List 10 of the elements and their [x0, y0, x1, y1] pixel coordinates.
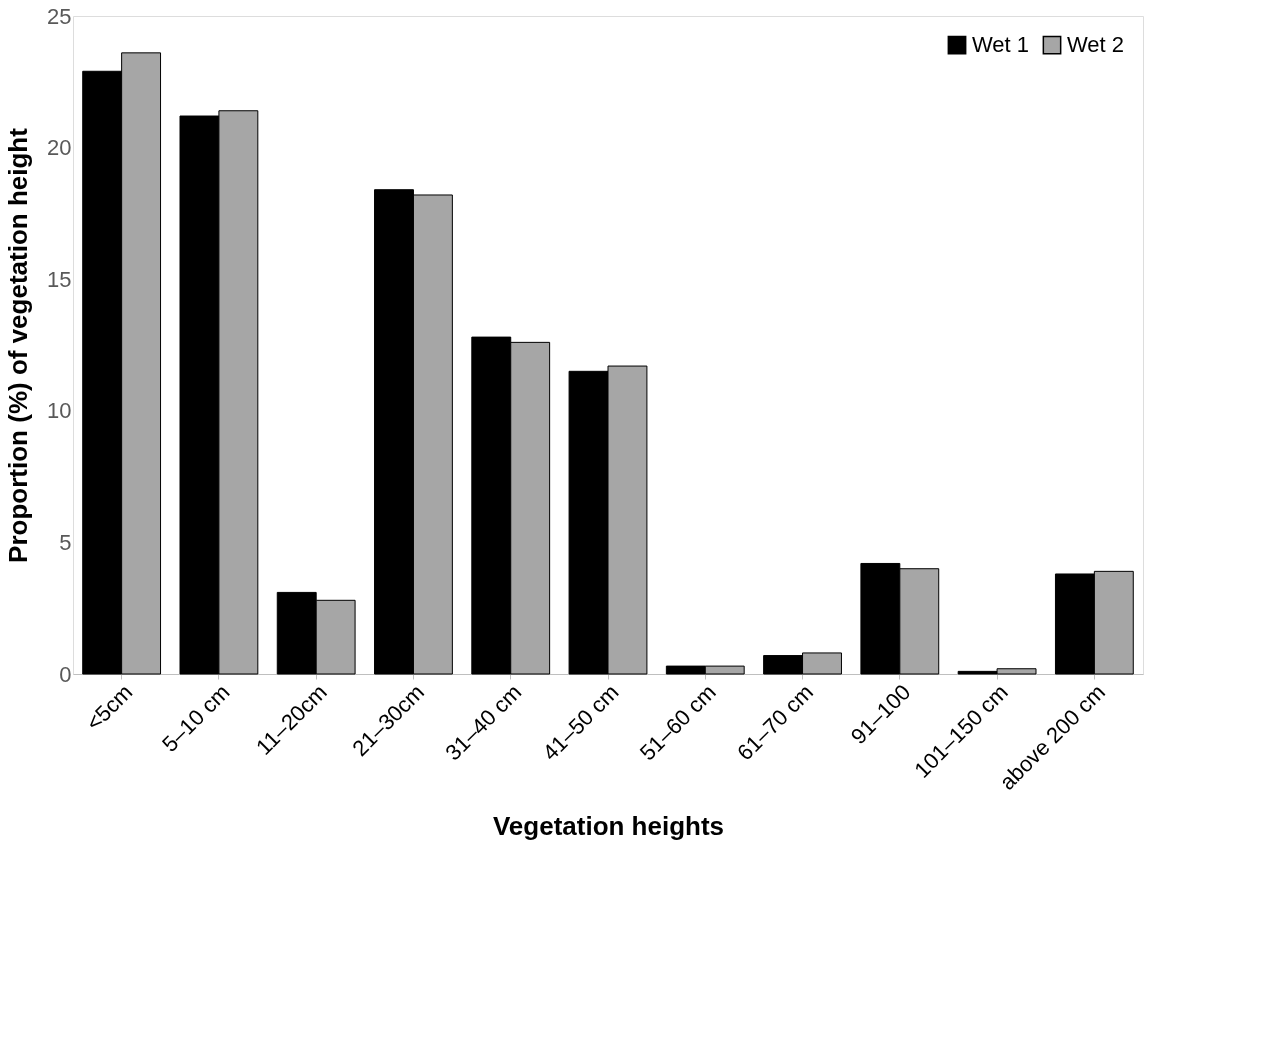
legend-label: Wet 2: [1067, 32, 1125, 58]
y-tick-label: 20: [47, 135, 72, 161]
y-tick-label: 10: [47, 398, 72, 424]
y-tick-label: 5: [59, 529, 72, 555]
y-axis-title: Proportion (%) of vegetation height: [3, 127, 34, 563]
y-tick-label: 25: [47, 3, 72, 29]
y-tick-label: 15: [47, 266, 72, 292]
legend-label: Wet 1: [972, 32, 1030, 58]
y-tick-label: 0: [59, 661, 72, 687]
x-axis-title: Vegetation heights: [492, 811, 725, 842]
